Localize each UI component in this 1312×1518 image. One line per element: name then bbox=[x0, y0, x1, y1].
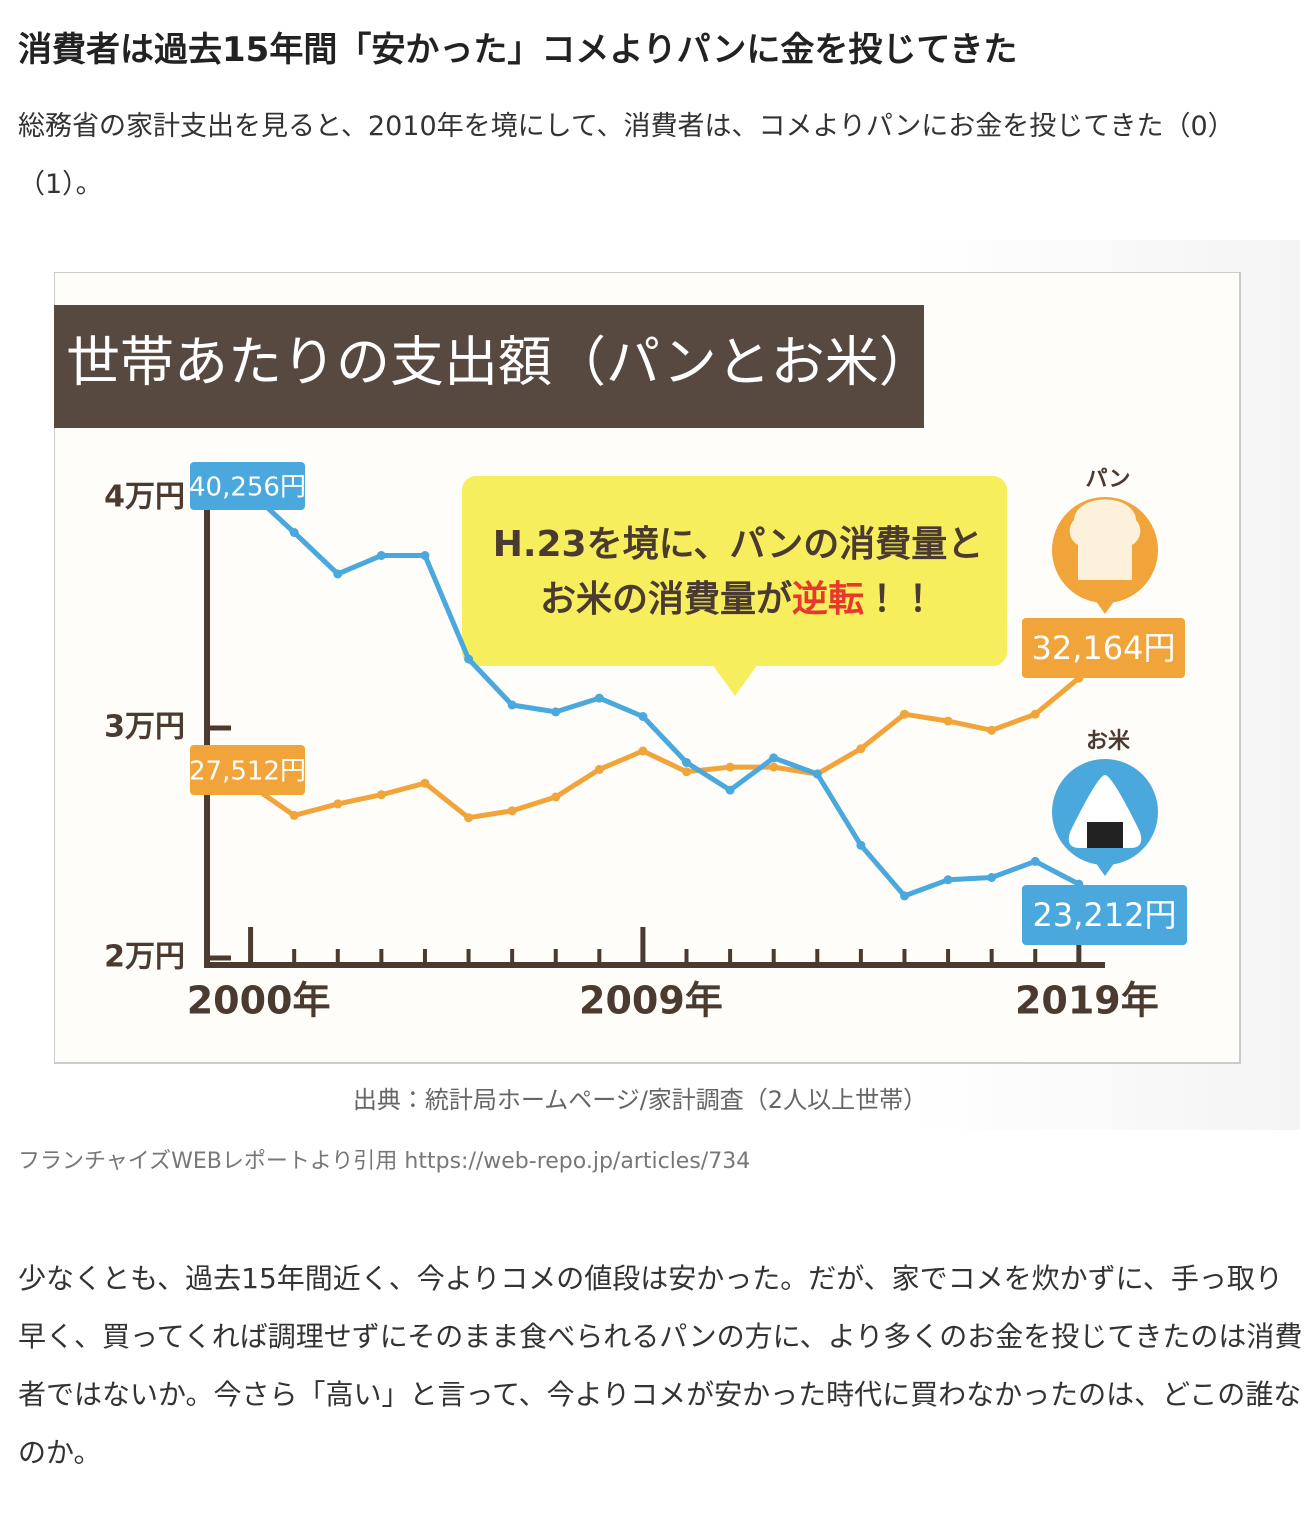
data-point bbox=[551, 792, 561, 802]
value-label: 40,256円 bbox=[189, 473, 306, 503]
data-point bbox=[987, 725, 997, 735]
figure-credit: フランチャイズWEBレポートより引用 https://web-repo.jp/a… bbox=[18, 1149, 751, 1174]
data-point bbox=[856, 744, 866, 754]
onigiri-shape bbox=[1068, 775, 1142, 848]
y-tick-label: 2万円 bbox=[104, 940, 185, 975]
intro-text: 総務省の家計支出を見ると、2010年を境にして、消費者は、コメよりパンにお金を投… bbox=[18, 111, 1235, 200]
data-point bbox=[376, 551, 386, 560]
data-point bbox=[289, 528, 299, 537]
x-tick-label: 2009年 bbox=[579, 979, 723, 1023]
value-label-box bbox=[1022, 885, 1187, 945]
data-point bbox=[1030, 856, 1040, 866]
data-point bbox=[420, 778, 430, 788]
data-point bbox=[333, 569, 343, 579]
data-point bbox=[899, 891, 909, 901]
series-line bbox=[249, 676, 1081, 821]
data-point bbox=[464, 813, 474, 823]
data-point bbox=[638, 712, 648, 721]
data-point bbox=[333, 799, 343, 809]
body-text: 少なくとも、過去15年間近く、今よりコメの値段は安かった。だが、家でコメを炊かず… bbox=[18, 1262, 1303, 1469]
data-point bbox=[725, 785, 735, 795]
callout-text: ！！ bbox=[864, 579, 936, 620]
article-title: 消費者は過去15年間「安かった」コメよりパンに金を投じてきた bbox=[18, 30, 1018, 70]
value-label: 23,212円 bbox=[1033, 896, 1177, 934]
data-point bbox=[289, 810, 299, 820]
legend-label: パン bbox=[1085, 467, 1130, 492]
value-label: 32,164円 bbox=[1032, 629, 1176, 667]
data-point bbox=[551, 707, 561, 717]
data-point bbox=[594, 693, 604, 703]
data-point bbox=[507, 700, 517, 710]
data-point bbox=[899, 709, 909, 719]
chart: 世帯あたりの支出額（パンとお米） H.23を境に、パンの消費量と お米の消費量が… bbox=[54, 272, 1241, 1064]
callout-text: H.23を境に、パンの消費量と bbox=[493, 524, 984, 565]
callout-text: お米の消費量が bbox=[540, 579, 792, 620]
x-tick-label: 2019年 bbox=[1015, 979, 1159, 1023]
data-point bbox=[1030, 709, 1040, 719]
data-point bbox=[507, 806, 517, 816]
data-point bbox=[943, 716, 953, 726]
data-point bbox=[464, 654, 474, 664]
value-label-box bbox=[190, 462, 305, 510]
data-point bbox=[856, 840, 866, 850]
data-point bbox=[987, 873, 997, 882]
value-label-box bbox=[190, 745, 305, 795]
icon-pointer bbox=[1095, 862, 1115, 876]
data-point bbox=[769, 753, 779, 763]
title-band bbox=[54, 305, 924, 428]
data-point bbox=[594, 764, 604, 774]
y-tick-label: 4万円 bbox=[104, 480, 185, 515]
callout-pointer bbox=[712, 664, 758, 696]
callout-line: H.23を境に、パンの消費量と bbox=[493, 524, 984, 565]
x-tick-label: 2000年 bbox=[187, 979, 331, 1023]
data-point bbox=[638, 746, 648, 756]
callout-line: お米の消費量が逆転！！ bbox=[540, 579, 936, 620]
chart-source: 出典：統計局ホームページ/家計調査（2人以上世帯） bbox=[352, 1086, 928, 1114]
data-point bbox=[420, 551, 430, 560]
callout-box bbox=[462, 476, 1007, 666]
nori bbox=[1087, 822, 1123, 848]
bread-shape bbox=[1069, 499, 1141, 580]
data-point bbox=[812, 769, 822, 779]
series-line bbox=[248, 490, 1080, 899]
value-label-box bbox=[1022, 618, 1185, 678]
data-point bbox=[682, 758, 692, 767]
data-point bbox=[682, 767, 692, 777]
data-point bbox=[943, 875, 953, 885]
icon-pointer bbox=[1095, 600, 1115, 614]
y-tick-label: 3万円 bbox=[104, 710, 185, 745]
chart-title: 世帯あたりの支出額（パンとお米） bbox=[66, 331, 933, 394]
data-point bbox=[376, 790, 386, 800]
data-point bbox=[769, 762, 779, 772]
value-label: 27,512円 bbox=[189, 757, 306, 787]
legend-label: お米 bbox=[1086, 729, 1131, 754]
data-point bbox=[725, 762, 735, 772]
callout-emphasis: 逆転 bbox=[792, 579, 864, 620]
